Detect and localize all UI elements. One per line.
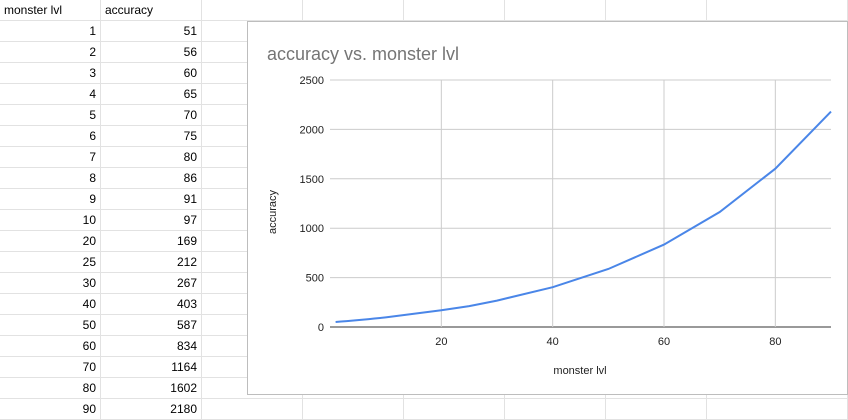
cell-accuracy[interactable]: 267 [101,273,202,294]
header-monster-lvl[interactable]: monster lvl [0,0,101,21]
cell-monster-lvl[interactable]: 25 [0,252,101,273]
cell-monster-lvl[interactable]: 60 [0,336,101,357]
cell-monster-lvl[interactable]: 2 [0,42,101,63]
cell-monster-lvl[interactable]: 3 [0,63,101,84]
cell-accuracy[interactable]: 70 [101,105,202,126]
cell-accuracy[interactable]: 86 [101,168,202,189]
cell-accuracy[interactable]: 65 [101,84,202,105]
cell-accuracy[interactable]: 51 [101,21,202,42]
cell-monster-lvl[interactable]: 7 [0,147,101,168]
cell-accuracy[interactable]: 97 [101,210,202,231]
cell-monster-lvl[interactable]: 90 [0,399,101,420]
y-tick-label: 500 [306,273,324,285]
empty-cell[interactable] [606,399,707,420]
cell-accuracy[interactable]: 212 [101,252,202,273]
empty-cell[interactable] [404,399,505,420]
y-axis-label: accuracy [267,189,279,234]
y-tick-label: 2500 [300,75,324,87]
cell-monster-lvl[interactable]: 6 [0,126,101,147]
cell-monster-lvl[interactable]: 9 [0,189,101,210]
series-group [335,110,832,323]
cell-monster-lvl[interactable]: 20 [0,231,101,252]
empty-cell[interactable] [202,0,303,21]
x-tick-label: 40 [547,336,559,348]
cell-accuracy[interactable]: 75 [101,126,202,147]
y-tick-label: 0 [318,322,324,334]
cell-accuracy[interactable]: 834 [101,336,202,357]
x-tick-label: 20 [435,336,447,348]
cell-monster-lvl[interactable]: 4 [0,84,101,105]
y-tick-label: 2000 [300,124,324,136]
cell-accuracy[interactable]: 1602 [101,378,202,399]
cell-monster-lvl[interactable]: 80 [0,378,101,399]
empty-cell[interactable] [202,399,303,420]
cell-accuracy[interactable]: 91 [101,189,202,210]
cell-accuracy[interactable]: 60 [101,63,202,84]
cell-monster-lvl[interactable]: 1 [0,21,101,42]
empty-cell[interactable] [404,0,505,21]
empty-cell[interactable] [606,0,707,21]
cell-accuracy[interactable]: 2180 [101,399,202,420]
x-tick-label: 60 [658,336,670,348]
empty-cell[interactable] [707,399,848,420]
cell-monster-lvl[interactable]: 5 [0,105,101,126]
x-axis-label: monster lvl [553,365,606,377]
line-chart[interactable]: accuracy vs. monster lvl 0 500 1000 1500 200… [247,21,848,395]
y-axis-ticks: 0 500 1000 1500 2000 2500 [300,75,324,334]
empty-cell[interactable] [505,399,606,420]
cell-accuracy[interactable]: 80 [101,147,202,168]
cell-monster-lvl[interactable]: 40 [0,294,101,315]
x-tick-label: 80 [769,336,781,348]
cell-monster-lvl[interactable]: 8 [0,168,101,189]
header-accuracy[interactable]: accuracy [101,0,202,21]
empty-cell[interactable] [303,0,404,21]
cell-monster-lvl[interactable]: 70 [0,357,101,378]
chart-title: accuracy vs. monster lvl [267,44,459,64]
y-tick-label: 1000 [300,223,324,235]
empty-cell[interactable] [303,399,404,420]
cell-monster-lvl[interactable]: 10 [0,210,101,231]
gridlines [330,79,831,328]
chart-svg: accuracy vs. monster lvl 050010001500200… [267,44,832,377]
cell-accuracy[interactable]: 587 [101,315,202,336]
cell-accuracy[interactable]: 56 [101,42,202,63]
cell-accuracy[interactable]: 1164 [101,357,202,378]
cell-accuracy[interactable]: 169 [101,231,202,252]
x-axis-ticks: 20 40 60 80 [435,336,781,348]
cell-monster-lvl[interactable]: 30 [0,273,101,294]
cell-monster-lvl[interactable]: 50 [0,315,101,336]
empty-cell[interactable] [707,0,848,21]
y-tick-label: 1500 [300,174,324,186]
empty-cell[interactable] [505,0,606,21]
series-line [335,110,832,323]
cell-accuracy[interactable]: 403 [101,294,202,315]
